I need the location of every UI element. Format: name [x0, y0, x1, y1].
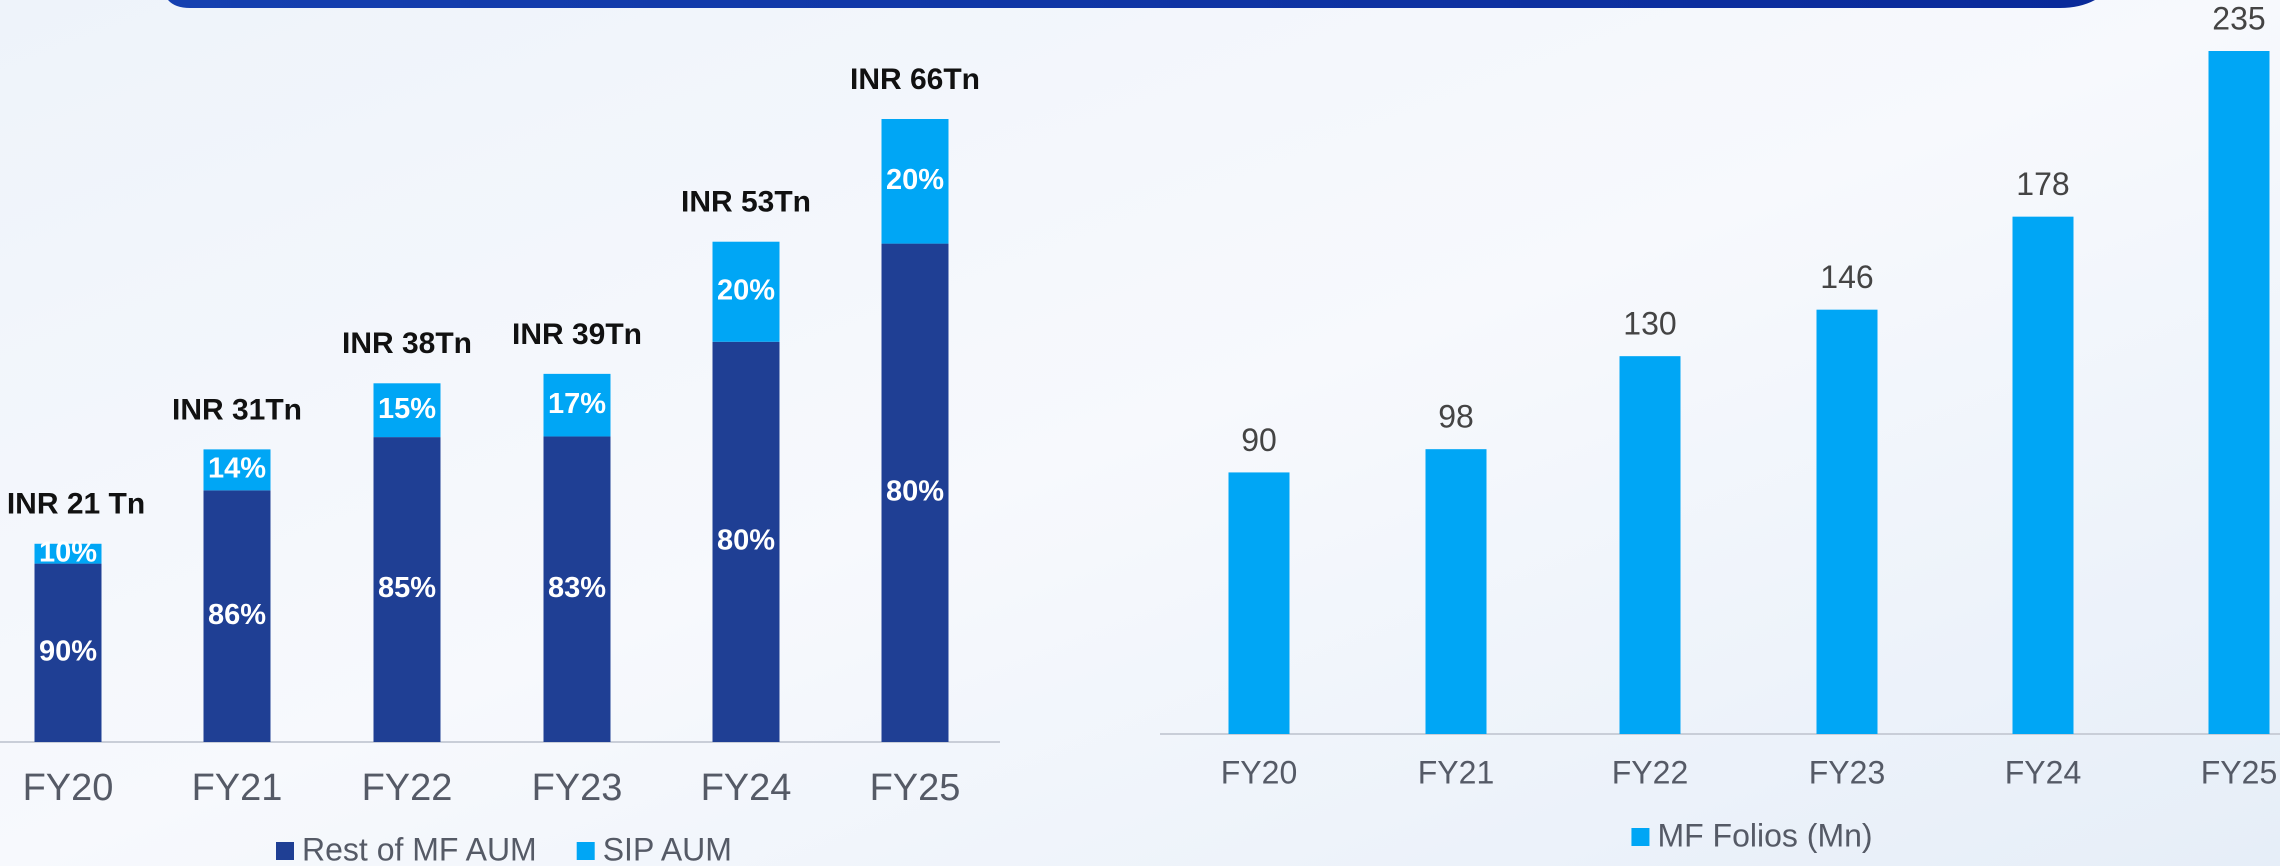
bar-segment [203, 449, 271, 491]
value-label: 178 [2016, 166, 2069, 202]
x-tick-label: FY25 [2201, 754, 2277, 790]
segment-label: 85% [378, 572, 436, 604]
segment-label: 80% [886, 475, 944, 507]
x-tick-label: FY22 [1612, 754, 1688, 790]
bar-segment [373, 383, 441, 438]
segment-label: 20% [717, 274, 775, 306]
bar [2208, 51, 2270, 734]
bar [1816, 309, 1878, 734]
segment-label: 86% [208, 599, 266, 631]
value-label: 98 [1438, 399, 1474, 435]
x-tick-label: FY21 [1418, 754, 1494, 790]
segment-label: 90% [39, 635, 97, 667]
bar [1619, 356, 1681, 734]
total-label: INR 39Tn [512, 318, 642, 351]
legend-label: MF Folios (Mn) [1657, 817, 1872, 853]
segment-label: 83% [548, 572, 606, 604]
x-tick-label: FY24 [2005, 754, 2081, 790]
legend-label: Rest of MF AUM [302, 831, 537, 866]
x-tick-label: FY20 [23, 767, 114, 809]
x-tick-label: FY22 [362, 767, 453, 809]
total-label: INR 53Tn [681, 186, 811, 219]
bar-segment [881, 243, 949, 742]
segment-label: 15% [378, 393, 436, 425]
bar-segment [373, 437, 441, 742]
x-tick-label: FY24 [701, 767, 792, 809]
x-tick-label: FY25 [870, 767, 961, 809]
value-label: 146 [1820, 259, 1873, 295]
x-tick-label: FY20 [1221, 754, 1297, 790]
top-banner [168, 0, 2095, 8]
segment-label: 17% [548, 388, 606, 420]
total-label: INR 38Tn [342, 327, 472, 360]
bar-segment [34, 543, 102, 564]
total-label: INR 31Tn [172, 393, 302, 426]
segment-label: 80% [717, 525, 775, 557]
bar-segment [543, 373, 611, 437]
legend-label: SIP AUM [603, 831, 732, 866]
bar-segment [34, 563, 102, 742]
segment-label: 20% [886, 164, 944, 196]
total-label: INR 66Tn [850, 63, 980, 96]
value-label: 90 [1241, 422, 1277, 458]
legend-swatch [1631, 828, 1650, 846]
bar-segment [712, 241, 780, 342]
value-label: 235 [2212, 0, 2265, 36]
value-label: 130 [1623, 306, 1676, 342]
bar-segment [543, 436, 611, 742]
bar-segment [881, 119, 949, 244]
segment-label: 14% [208, 453, 266, 485]
segment-label: 10% [39, 536, 97, 568]
x-tick-label: FY23 [532, 767, 623, 809]
x-tick-label: FY23 [1809, 754, 1885, 790]
legend-swatch [576, 842, 595, 860]
x-tick-label: FY21 [192, 767, 283, 809]
bar [2012, 216, 2074, 735]
bar-segment [203, 490, 271, 742]
bar [1228, 472, 1290, 734]
legend-swatch [276, 842, 294, 860]
bar-segment [712, 341, 780, 742]
bar [1425, 449, 1487, 734]
total-label: INR 21 Tn [7, 488, 145, 521]
